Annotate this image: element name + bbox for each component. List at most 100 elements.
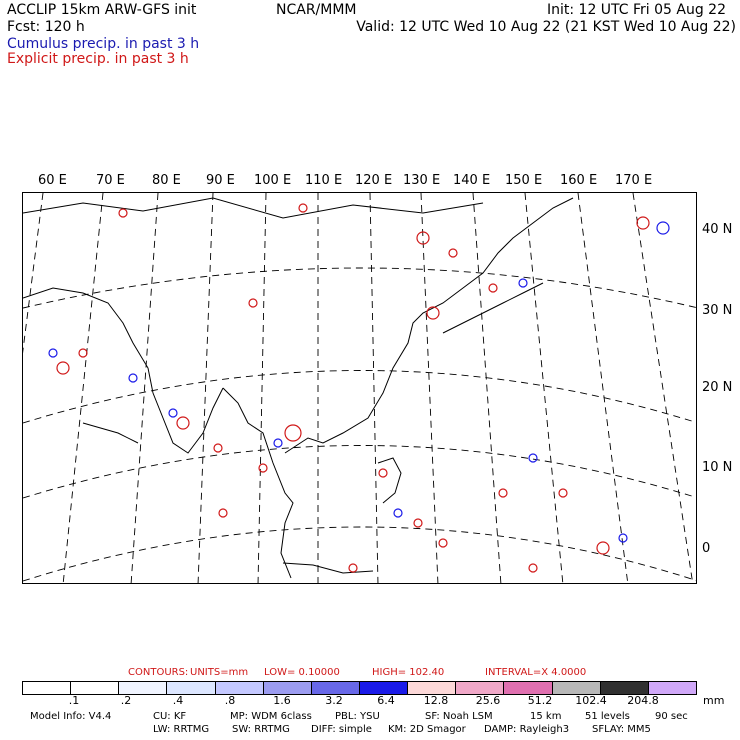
lat-lon-grid: [23, 193, 696, 583]
northern-border: [23, 197, 484, 219]
colorbar-cell: [648, 682, 696, 694]
meridian: [632, 193, 694, 583]
footer-sf: SF: Noah LSM: [425, 711, 493, 722]
precip-cell: [393, 508, 403, 518]
precip-cell: [426, 306, 440, 320]
lon-label: 120 E: [355, 173, 393, 188]
precip-cell: [618, 533, 628, 543]
meridian: [130, 193, 159, 583]
precip-cell: [488, 283, 498, 293]
parallel-30: [23, 267, 696, 309]
contours-interval: INTERVAL=X 4.0000: [485, 667, 587, 678]
colorbar-cell: [71, 682, 120, 694]
lon-label: 170 E: [615, 173, 653, 188]
parallel-0: [23, 526, 696, 582]
lon-label: 140 E: [453, 173, 491, 188]
footer-pbl: PBL: YSU: [335, 711, 380, 722]
japan: [442, 282, 544, 334]
colorbar-cell: [504, 682, 553, 694]
footer-sw: SW: RRTMG: [232, 724, 290, 735]
precip-cell: [413, 518, 423, 528]
meridian: [257, 193, 267, 583]
meridian: [62, 193, 104, 583]
footer-mp: MP: WDM 6class: [230, 711, 312, 722]
precip-cell: [596, 541, 610, 555]
valid-time: Valid: 12 UTC Wed 10 Aug 22 (21 KST Wed …: [356, 19, 736, 35]
precip-cell: [448, 248, 458, 258]
precip-cell: [636, 216, 650, 230]
colorbar-label: 3.2: [325, 694, 343, 707]
meridian: [197, 193, 214, 583]
colorbar-cell: [215, 682, 264, 694]
lon-label: 80 E: [152, 173, 181, 188]
colorbar-label: .2: [120, 694, 132, 707]
footer-sflay: SFLAY: MM5: [592, 724, 651, 735]
precip-cell: [176, 416, 190, 430]
colorbar-cell: [167, 682, 216, 694]
colorbar-cell: [600, 682, 649, 694]
precip-cell: [416, 231, 430, 245]
colorbar-label: 102.4: [575, 694, 607, 707]
meridian: [524, 193, 564, 583]
precip-cell: [558, 488, 568, 498]
colorbar-label: .8: [224, 694, 236, 707]
lon-label: 60 E: [38, 173, 67, 188]
footer-model-info: Model Info: V4.4: [30, 711, 112, 722]
precip-cell: [78, 348, 88, 358]
forecast-hour: Fcst: 120 h: [7, 19, 85, 35]
lon-label: 150 E: [505, 173, 543, 188]
china-coast: [284, 197, 574, 454]
meridian: [369, 193, 379, 583]
philippines: [377, 457, 402, 504]
india-coast: [23, 287, 224, 454]
lon-label: 110 E: [305, 173, 343, 188]
center-label: NCAR/MMM: [276, 2, 357, 18]
precip-cell: [348, 563, 358, 573]
lon-label: 100 E: [254, 173, 292, 188]
colorbar-cell: [552, 682, 601, 694]
colorbar-cell: [408, 682, 457, 694]
colorbar-label: 6.4: [377, 694, 395, 707]
meridian: [23, 193, 44, 354]
precip-cell: [213, 443, 223, 453]
borneo: [282, 562, 374, 574]
parallel-10: [23, 445, 696, 499]
lat-label: 10 N: [702, 460, 733, 475]
init-time: Init: 12 UTC Fri 05 Aug 22: [546, 2, 726, 18]
footer-resolution: 15 km: [530, 711, 562, 722]
precip-cell: [48, 348, 58, 358]
colorbar-cell: [359, 682, 409, 694]
colorbar-label: 12.8: [423, 694, 449, 707]
precip-cell: [56, 361, 70, 375]
footer-km: KM: 2D Smagor: [388, 724, 466, 735]
colorbar-cell: [119, 682, 168, 694]
colorbar-cell: [311, 682, 360, 694]
precip-cell: [128, 373, 138, 383]
meridian: [420, 193, 439, 583]
cumulus-legend: Cumulus precip. in past 3 h: [7, 36, 200, 52]
colorbar-label: 25.6: [475, 694, 501, 707]
precip-cell: [248, 298, 258, 308]
precip-overlay: [48, 203, 670, 573]
precip-cell: [298, 203, 308, 213]
lon-label: 160 E: [560, 173, 598, 188]
meridian: [577, 193, 629, 583]
footer-damp: DAMP: Rayleigh3: [484, 724, 570, 735]
footer-lw: LW: RRTMG: [153, 724, 210, 735]
precip-cell: [218, 508, 228, 518]
precip-map: [22, 192, 697, 584]
precip-cell: [528, 453, 538, 463]
contours-high: HIGH= 102.40: [372, 667, 445, 678]
model-title: ACCLIP 15km ARW-GFS init: [7, 2, 197, 18]
lon-label: 130 E: [403, 173, 441, 188]
colorbar-label: 1.6: [273, 694, 291, 707]
precip-cell: [118, 208, 128, 218]
footer-timestep: 90 sec: [655, 711, 688, 722]
lat-label: 0: [702, 541, 711, 556]
map-canvas: [23, 193, 696, 583]
precip-cell: [656, 221, 670, 235]
precip-cell: [378, 468, 388, 478]
colorbar-label: .4: [172, 694, 184, 707]
precip-cell: [498, 488, 508, 498]
precip-cell: [438, 538, 448, 548]
